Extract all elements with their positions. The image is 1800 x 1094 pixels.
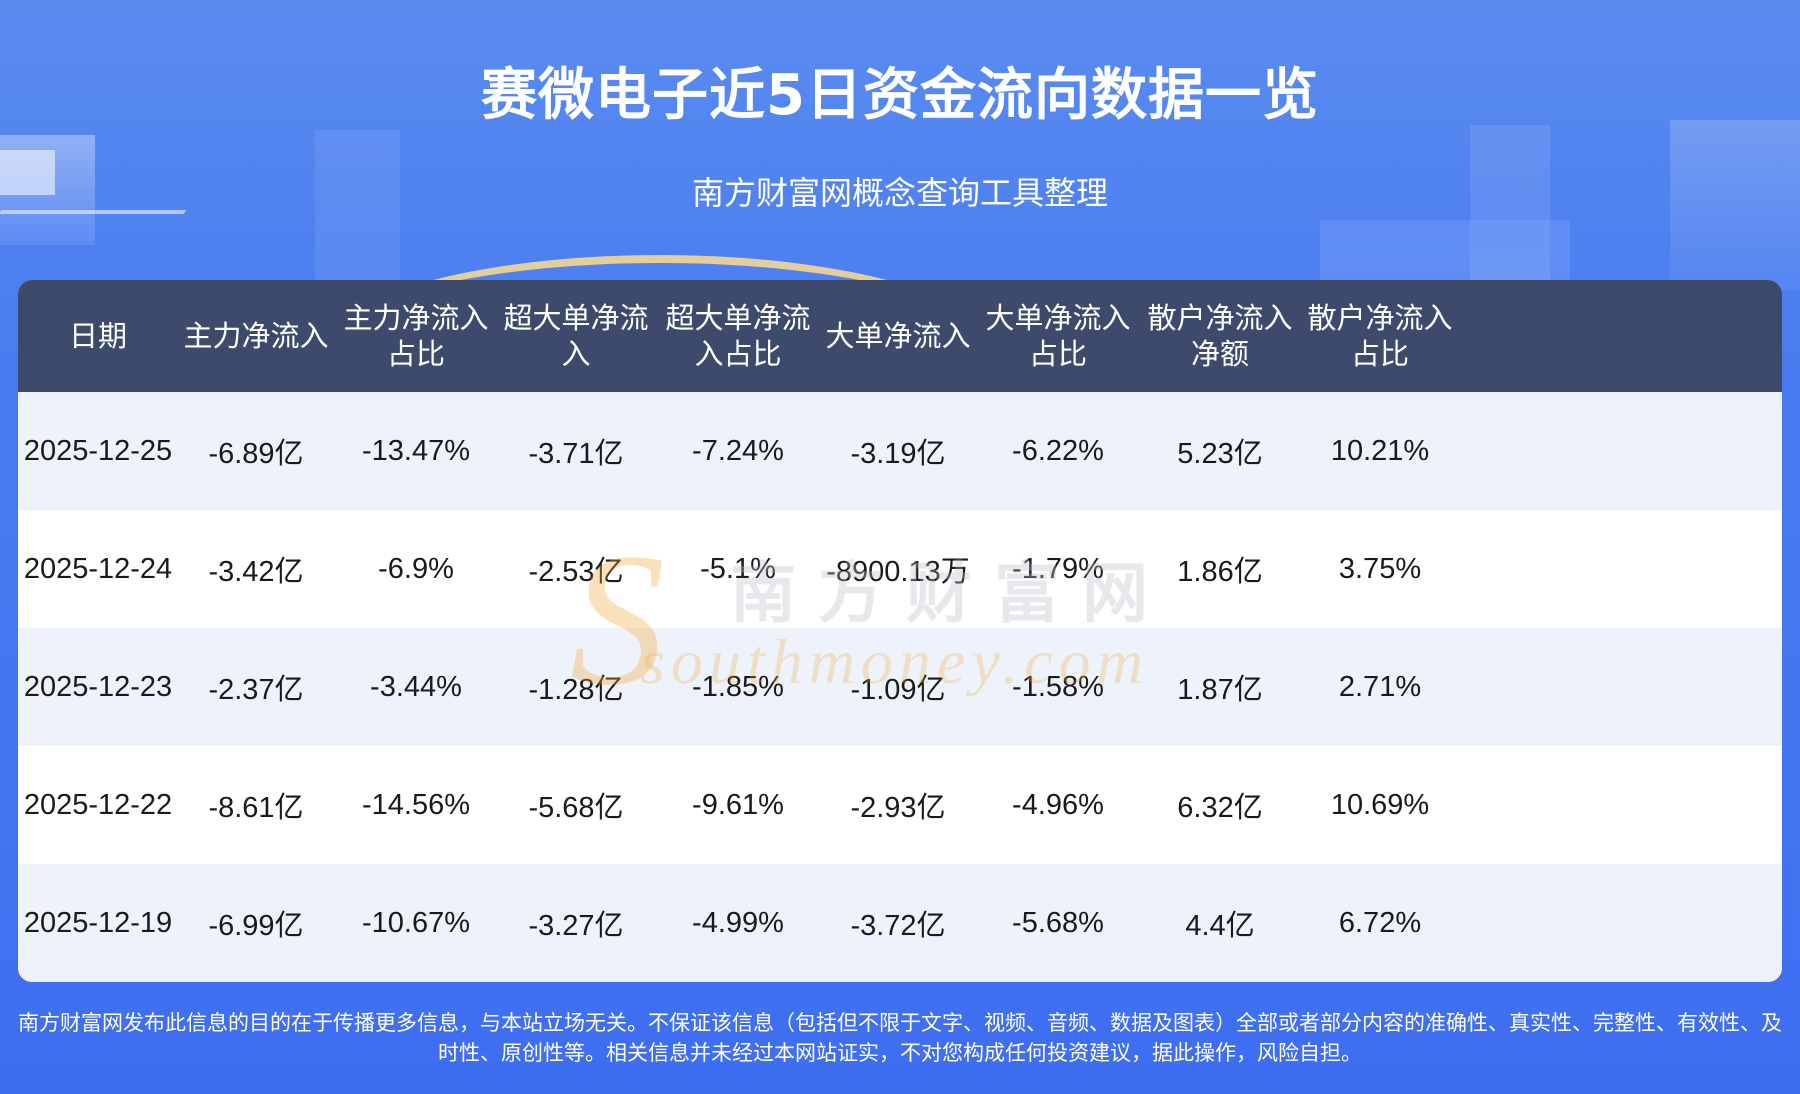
value-cell: 1.87亿	[1177, 674, 1263, 706]
value-cell: -2.53亿	[528, 556, 624, 588]
column-header: 散户净流入 净额	[1147, 301, 1293, 371]
column-header: 大单净流入	[825, 319, 971, 353]
column-header: 超大单净流 入	[503, 301, 649, 371]
decor-arc	[320, 255, 1000, 290]
value-cell: -1.85%	[692, 670, 784, 703]
table-row: 2025-12-23 -2.37亿 -3.44% -1.28亿 -1.85% -1.09亿…	[18, 628, 1782, 746]
value-cell: 10.21%	[1330, 434, 1430, 467]
value-cell: 4.4亿	[1185, 910, 1255, 942]
column-header: 散户净流入 占比	[1307, 301, 1453, 371]
value-cell: -10.67%	[361, 906, 470, 939]
value-cell: -2.93亿	[850, 792, 946, 824]
table-row: 2025-12-24 -3.42亿 -6.9% -2.53亿 -5.1% -8900.13…	[18, 510, 1782, 628]
date-cell: 2025-12-22	[23, 788, 173, 821]
table-row: 2025-12-22 -8.61亿 -14.56% -5.68亿 -9.61% -2.93…	[18, 746, 1782, 864]
column-header: 超大单净流 入占比	[665, 301, 811, 371]
value-cell: -6.9%	[378, 552, 454, 585]
value-cell: -6.99亿	[208, 910, 304, 942]
value-cell: -2.37亿	[208, 674, 304, 706]
value-cell: -1.09亿	[850, 674, 946, 706]
value-cell: -8.61亿	[208, 792, 304, 824]
value-cell: -5.68亿	[528, 792, 624, 824]
value-cell: -4.96%	[1012, 788, 1104, 821]
table-header-row: 日期 主力净流入 主力净流入 占比 超大单净流 入超大单净流 入占比 大单净流入 大单净流…	[18, 280, 1782, 392]
value-cell: -9.61%	[692, 788, 784, 821]
column-header: 主力净流入 占比	[343, 301, 489, 371]
date-cell: 2025-12-23	[23, 670, 173, 703]
decor-block-left	[0, 150, 55, 195]
value-cell: -3.44%	[370, 670, 462, 703]
value-cell: -3.72亿	[850, 910, 946, 942]
value-cell: -7.24%	[692, 434, 784, 467]
value-cell: 6.72%	[1338, 906, 1422, 939]
header-decoration	[0, 0, 1800, 290]
value-cell: -13.47%	[361, 434, 470, 467]
value-cell: 2.71%	[1338, 670, 1422, 703]
value-cell: -3.27亿	[528, 910, 624, 942]
page-title: 赛微电子近5日资金流向数据一览	[481, 63, 1319, 128]
value-cell: -3.42亿	[208, 556, 304, 588]
value-cell: -1.79%	[1012, 552, 1104, 585]
value-cell: -5.1%	[700, 552, 776, 585]
value-cell: -1.28亿	[528, 674, 624, 706]
page-subtitle: 南方财富网概念查询工具整理	[691, 174, 1108, 212]
value-cell: 6.32亿	[1177, 792, 1263, 824]
date-cell: 2025-12-24	[23, 552, 173, 585]
value-cell: -3.19亿	[850, 438, 946, 470]
date-cell: 2025-12-19	[23, 906, 173, 939]
value-cell: -6.89亿	[208, 438, 304, 470]
fund-flow-table: 日期 主力净流入 主力净流入 占比 超大单净流 入超大单净流 入占比 大单净流入 大单净流…	[18, 280, 1782, 982]
value-cell: 1.86亿	[1177, 556, 1263, 588]
value-cell: -14.56%	[361, 788, 470, 821]
table-row: 2025-12-25 -6.89亿 -13.47% -3.71亿 -7.24% -3.19…	[18, 392, 1782, 510]
table-row: 2025-12-19 -6.99亿 -10.67% -3.27亿 -4.99% -3.72…	[18, 864, 1782, 982]
value-cell: -6.22%	[1012, 434, 1104, 467]
value-cell: 5.23亿	[1177, 438, 1263, 470]
value-cell: 10.69%	[1330, 788, 1430, 821]
decor-block-right	[1320, 220, 1570, 290]
decor-column-left	[315, 130, 400, 290]
column-header: 大单净流入 占比	[985, 301, 1131, 371]
column-header: 主力净流入	[183, 319, 329, 353]
column-header: 日期	[68, 319, 127, 353]
date-cell: 2025-12-25	[23, 434, 173, 467]
value-cell: 3.75%	[1338, 552, 1422, 585]
disclaimer: 南方财富网发布此信息的目的在于传播更多信息，与本站立场无关。不保证该信息（包括但…	[18, 1011, 1782, 1065]
decor-column-right	[1470, 125, 1550, 290]
value-cell: -3.71亿	[528, 438, 624, 470]
value-cell: -4.99%	[692, 906, 784, 939]
decor-building-right	[1670, 120, 1800, 290]
value-cell: -5.68%	[1012, 906, 1104, 939]
value-cell: -8900.13万	[826, 556, 970, 588]
value-cell: -1.58%	[1012, 670, 1104, 703]
